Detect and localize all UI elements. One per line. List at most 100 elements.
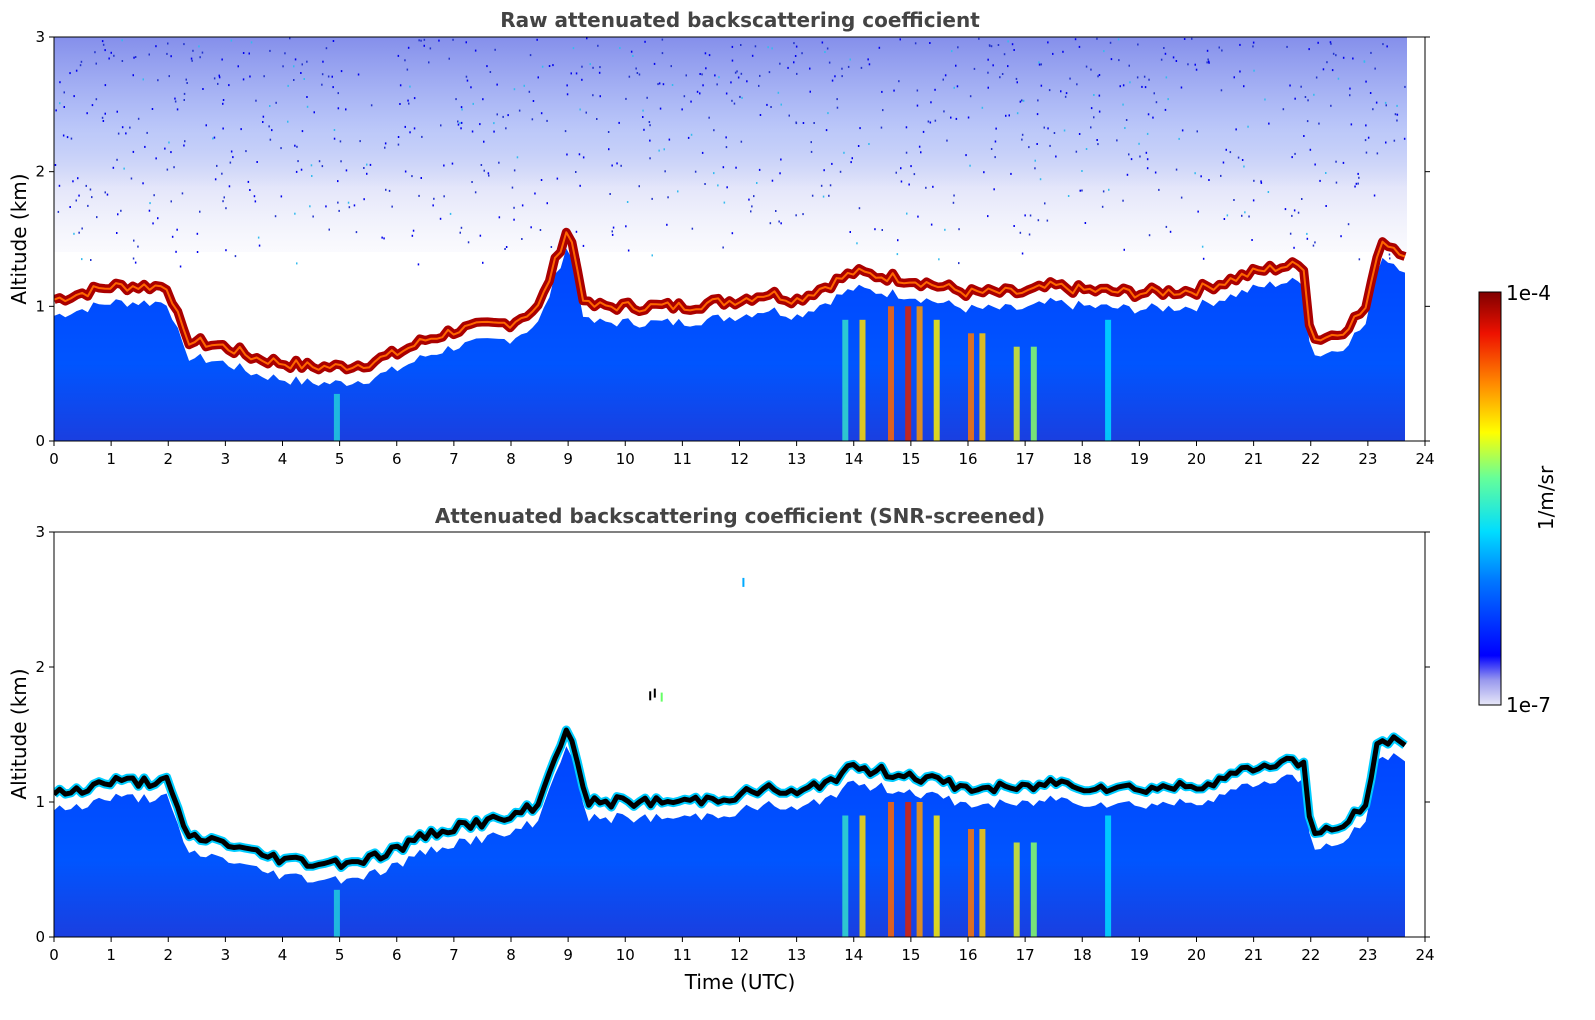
noise-pixel: [293, 65, 295, 68]
panel-title-screened: Attenuated backscattering coefficient (S…: [435, 504, 1045, 528]
noise-pixel: [58, 184, 61, 187]
noise-pixel: [546, 202, 548, 205]
noise-pixel: [638, 73, 641, 76]
noise-pixel: [144, 145, 146, 148]
noise-pixel: [230, 39, 233, 42]
noise-pixel: [332, 86, 334, 89]
noise-pixel: [1243, 85, 1245, 88]
noise-pixel: [1152, 116, 1154, 119]
noise-pixel: [802, 213, 804, 216]
noise-pixel: [457, 123, 460, 126]
noise-pixel: [836, 98, 838, 101]
noise-pixel: [95, 98, 98, 101]
noise-pixel: [592, 66, 594, 69]
noise-pixel: [1354, 185, 1356, 188]
noise-pixel: [474, 49, 477, 52]
noise-pixel: [801, 52, 803, 55]
noise-pixel: [828, 61, 831, 64]
noise-pixel: [723, 201, 726, 204]
noise-pixel: [164, 147, 166, 150]
noise-pixel: [994, 140, 997, 143]
precipitation-streak: [933, 815, 940, 937]
noise-pixel: [404, 59, 406, 62]
noise-pixel: [1301, 198, 1303, 200]
noise-pixel: [186, 82, 188, 84]
noise-pixel: [1306, 232, 1308, 235]
noise-pixel: [1075, 150, 1078, 153]
x-tick-label: 2: [163, 450, 173, 468]
noise-pixel: [1125, 119, 1128, 121]
noise-pixel: [929, 42, 931, 44]
noise-pixel: [992, 64, 994, 67]
noise-pixel: [149, 202, 151, 205]
noise-pixel: [1090, 126, 1092, 129]
x-tick-label: 9: [563, 450, 573, 468]
noise-pixel: [1040, 63, 1042, 66]
noise-pixel: [582, 156, 585, 159]
x-tick-label: 5: [335, 946, 345, 964]
noise-pixel: [459, 231, 461, 234]
noise-pixel: [1180, 196, 1183, 199]
noise-pixel: [397, 136, 400, 138]
noise-pixel: [820, 184, 823, 187]
noise-pixel: [917, 215, 919, 218]
noise-pixel: [262, 121, 264, 123]
noise-pixel: [607, 131, 610, 133]
noise-pixel: [77, 177, 79, 180]
noise-pixel: [1153, 92, 1155, 95]
noise-pixel: [1251, 239, 1253, 241]
noise-pixel: [214, 178, 217, 181]
noise-pixel: [1108, 188, 1110, 191]
noise-pixel: [1097, 75, 1099, 78]
noise-pixel: [690, 100, 692, 103]
noise-pixel: [579, 184, 581, 187]
precipitation-streak: [916, 306, 923, 441]
noise-pixel: [407, 46, 410, 49]
noise-pixel: [460, 127, 462, 130]
noise-pixel: [70, 137, 73, 140]
noise-pixel: [528, 90, 531, 93]
noise-pixel: [810, 141, 812, 144]
noise-pixel: [418, 39, 420, 42]
noise-pixel: [685, 74, 687, 77]
x-tick-label: 16: [958, 450, 977, 468]
noise-pixel: [731, 99, 733, 102]
noise-pixel: [1194, 172, 1196, 175]
noise-pixel: [216, 164, 218, 167]
noise-pixel: [121, 39, 123, 42]
noise-pixel: [910, 165, 912, 168]
noise-pixel: [294, 212, 296, 215]
noise-pixel: [1313, 93, 1315, 96]
noise-pixel: [1235, 128, 1237, 131]
colorbar: 1e-4 1e-7 1/m/sr: [1478, 281, 1558, 717]
noise-pixel: [1243, 165, 1245, 168]
noise-pixel: [608, 148, 610, 151]
noise-pixel: [663, 148, 665, 151]
noise-pixel: [1394, 113, 1397, 116]
noise-pixel: [839, 170, 842, 173]
colorbar-max-label: 1e-4: [1506, 281, 1551, 305]
x-tick-label: 14: [844, 450, 863, 468]
noise-pixel: [1098, 74, 1101, 76]
noise-pixel: [1165, 225, 1168, 228]
noise-pixel: [1384, 101, 1387, 104]
noise-pixel: [85, 184, 87, 187]
noise-pixel: [429, 47, 432, 50]
noise-pixel: [1220, 89, 1223, 92]
raw-y-axis-label: Altitude (km): [7, 173, 31, 304]
noise-pixel: [1358, 258, 1361, 261]
noise-pixel: [1146, 158, 1149, 161]
noise-pixel: [1090, 107, 1093, 110]
noise-pixel: [795, 122, 798, 125]
noise-pixel: [486, 65, 488, 68]
noise-pixel: [1260, 180, 1262, 183]
noise-pixel: [313, 111, 315, 114]
noise-pixel: [153, 194, 155, 197]
noise-pixel: [1307, 99, 1309, 102]
noise-pixel: [582, 244, 585, 247]
noise-pixel: [566, 84, 568, 87]
noise-pixel: [222, 127, 224, 130]
noise-pixel: [78, 194, 80, 197]
noise-pixel: [657, 83, 659, 86]
noise-pixel: [566, 153, 568, 156]
